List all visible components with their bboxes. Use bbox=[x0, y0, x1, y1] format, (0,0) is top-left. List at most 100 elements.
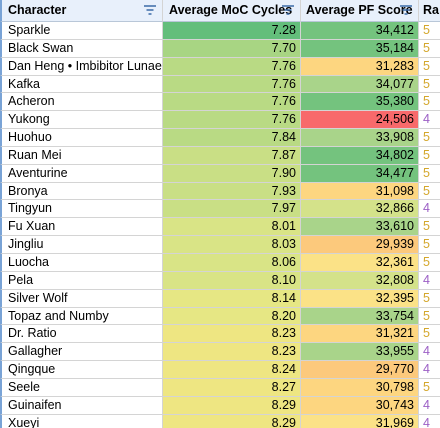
character-cell[interactable]: Ruan Mei bbox=[0, 146, 163, 165]
moc-cycles-cell[interactable]: 8.23 bbox=[163, 325, 301, 344]
moc-cycles-cell[interactable]: 8.20 bbox=[163, 307, 301, 326]
pf-score-cell[interactable]: 29,939 bbox=[301, 236, 419, 254]
character-cell[interactable]: Luocha bbox=[0, 253, 163, 272]
rarity-cell[interactable]: 5 bbox=[419, 76, 440, 94]
moc-cycles-cell[interactable]: 8.03 bbox=[163, 236, 301, 254]
moc-cycles-cell[interactable]: 8.23 bbox=[163, 343, 301, 362]
moc-cycles-cell[interactable]: 7.70 bbox=[163, 39, 301, 58]
pf-score-cell[interactable]: 31,098 bbox=[301, 182, 419, 201]
table-row: Yukong 7.76 24,506 4 bbox=[0, 111, 440, 130]
moc-cycles-cell[interactable]: 8.06 bbox=[163, 253, 301, 272]
moc-cycles-cell[interactable]: 8.14 bbox=[163, 289, 301, 308]
pf-score-cell[interactable]: 35,184 bbox=[301, 39, 419, 58]
rarity-cell[interactable]: 5 bbox=[419, 165, 440, 183]
rarity-cell[interactable]: 5 bbox=[419, 236, 440, 254]
character-cell[interactable]: Acheron bbox=[0, 93, 163, 112]
rarity-cell[interactable]: 4 bbox=[419, 272, 440, 290]
rarity-cell[interactable]: 5 bbox=[419, 183, 440, 201]
moc-cycles-cell[interactable]: 7.76 bbox=[163, 57, 301, 76]
character-cell[interactable]: Topaz and Numby bbox=[0, 307, 163, 326]
character-cell[interactable]: Black Swan bbox=[0, 39, 163, 58]
moc-cycles-cell[interactable]: 8.29 bbox=[163, 414, 301, 428]
moc-cycles-cell[interactable]: 7.93 bbox=[163, 182, 301, 201]
pf-score-cell[interactable]: 33,610 bbox=[301, 218, 419, 237]
rarity-cell[interactable]: 4 bbox=[419, 200, 440, 219]
moc-cycles-cell[interactable]: 7.76 bbox=[163, 75, 301, 94]
character-cell[interactable]: Huohuo bbox=[0, 129, 163, 147]
column-header-rarity[interactable]: Ra bbox=[419, 0, 440, 22]
character-cell[interactable]: Pela bbox=[0, 271, 163, 290]
rarity-cell[interactable]: 5 bbox=[419, 147, 440, 165]
pf-score-cell[interactable]: 34,412 bbox=[301, 22, 419, 40]
pf-score-cell[interactable]: 32,361 bbox=[301, 253, 419, 272]
rarity-cell[interactable]: 5 bbox=[419, 308, 440, 326]
character-cell[interactable]: Yukong bbox=[0, 111, 163, 130]
filter-icon[interactable] bbox=[282, 5, 294, 16]
pf-score-cell[interactable]: 33,955 bbox=[301, 343, 419, 362]
moc-cycles-cell[interactable]: 8.01 bbox=[163, 218, 301, 237]
rarity-cell[interactable]: 4 bbox=[419, 361, 440, 379]
rarity-cell[interactable]: 5 bbox=[419, 254, 440, 272]
rarity-cell[interactable]: 4 bbox=[419, 397, 440, 415]
character-cell[interactable]: Silver Wolf bbox=[0, 289, 163, 308]
rarity-cell[interactable]: 5 bbox=[419, 290, 440, 308]
character-cell[interactable]: Kafka bbox=[0, 75, 163, 94]
character-cell[interactable]: Sparkle bbox=[0, 22, 163, 40]
column-header-character[interactable]: Character bbox=[0, 0, 163, 22]
pf-score-cell[interactable]: 34,077 bbox=[301, 75, 419, 94]
moc-cycles-cell[interactable]: 7.84 bbox=[163, 129, 301, 147]
moc-cycles-cell[interactable]: 8.27 bbox=[163, 378, 301, 397]
moc-cycles-cell[interactable]: 7.97 bbox=[163, 200, 301, 219]
moc-cycles-cell[interactable]: 7.87 bbox=[163, 146, 301, 165]
character-cell[interactable]: Fu Xuan bbox=[0, 218, 163, 237]
pf-score-cell[interactable]: 30,743 bbox=[301, 396, 419, 415]
character-cell[interactable]: Aventurine bbox=[0, 164, 163, 183]
character-cell[interactable]: Dr. Ratio bbox=[0, 325, 163, 344]
pf-score-cell[interactable]: 24,506 bbox=[301, 111, 419, 130]
filter-icon[interactable] bbox=[144, 5, 156, 16]
moc-cycles-cell[interactable]: 8.24 bbox=[163, 361, 301, 379]
column-header-moc[interactable]: Average MoC Cycles bbox=[163, 0, 301, 22]
character-cell[interactable]: Guinaifen bbox=[0, 396, 163, 415]
character-cell[interactable]: Qingque bbox=[0, 361, 163, 379]
pf-score-cell[interactable]: 34,802 bbox=[301, 146, 419, 165]
pf-score-cell[interactable]: 33,754 bbox=[301, 307, 419, 326]
rarity-cell[interactable]: 5 bbox=[419, 379, 440, 397]
rarity-cell[interactable]: 4 bbox=[419, 415, 440, 428]
character-cell[interactable]: Dan Heng • Imbibitor Lunae bbox=[0, 57, 163, 76]
pf-score-cell[interactable]: 34,477 bbox=[301, 164, 419, 183]
character-cell[interactable]: Bronya bbox=[0, 182, 163, 201]
pf-score-cell[interactable]: 33,908 bbox=[301, 129, 419, 147]
pf-score-cell[interactable]: 32,395 bbox=[301, 289, 419, 308]
column-header-pf[interactable]: Average PF Score bbox=[301, 0, 419, 22]
moc-cycles-cell[interactable]: 7.90 bbox=[163, 164, 301, 183]
pf-score-cell[interactable]: 35,380 bbox=[301, 93, 419, 112]
moc-cycles-cell[interactable]: 7.76 bbox=[163, 111, 301, 130]
character-cell[interactable]: Xueyi bbox=[0, 414, 163, 428]
rarity-cell[interactable]: 5 bbox=[419, 40, 440, 58]
rarity-cell[interactable]: 5 bbox=[419, 129, 440, 147]
moc-cycles-cell[interactable]: 8.29 bbox=[163, 396, 301, 415]
moc-cycles-cell[interactable]: 8.10 bbox=[163, 271, 301, 290]
rarity-cell[interactable]: 4 bbox=[419, 111, 440, 130]
rarity-cell[interactable]: 5 bbox=[419, 325, 440, 344]
moc-cycles-cell[interactable]: 7.28 bbox=[163, 22, 301, 40]
pf-score-cell[interactable]: 31,321 bbox=[301, 325, 419, 344]
character-cell[interactable]: Tingyun bbox=[0, 200, 163, 219]
pf-score-cell[interactable]: 30,798 bbox=[301, 378, 419, 397]
character-cell[interactable]: Seele bbox=[0, 378, 163, 397]
character-cell[interactable]: Gallagher bbox=[0, 343, 163, 362]
pf-score-cell[interactable]: 31,969 bbox=[301, 414, 419, 428]
rarity-cell[interactable]: 5 bbox=[419, 58, 440, 76]
pf-score-cell[interactable]: 32,808 bbox=[301, 271, 419, 290]
moc-cycles-cell[interactable]: 7.76 bbox=[163, 93, 301, 112]
filter-icon[interactable] bbox=[400, 5, 412, 16]
rarity-cell[interactable]: 5 bbox=[419, 218, 440, 237]
rarity-cell[interactable]: 4 bbox=[419, 343, 440, 362]
pf-score-cell[interactable]: 32,866 bbox=[301, 200, 419, 219]
character-cell[interactable]: Jingliu bbox=[0, 236, 163, 254]
pf-score-cell[interactable]: 29,770 bbox=[301, 361, 419, 379]
rarity-cell[interactable]: 5 bbox=[419, 93, 440, 112]
rarity-cell[interactable]: 5 bbox=[419, 22, 440, 40]
pf-score-cell[interactable]: 31,283 bbox=[301, 57, 419, 76]
